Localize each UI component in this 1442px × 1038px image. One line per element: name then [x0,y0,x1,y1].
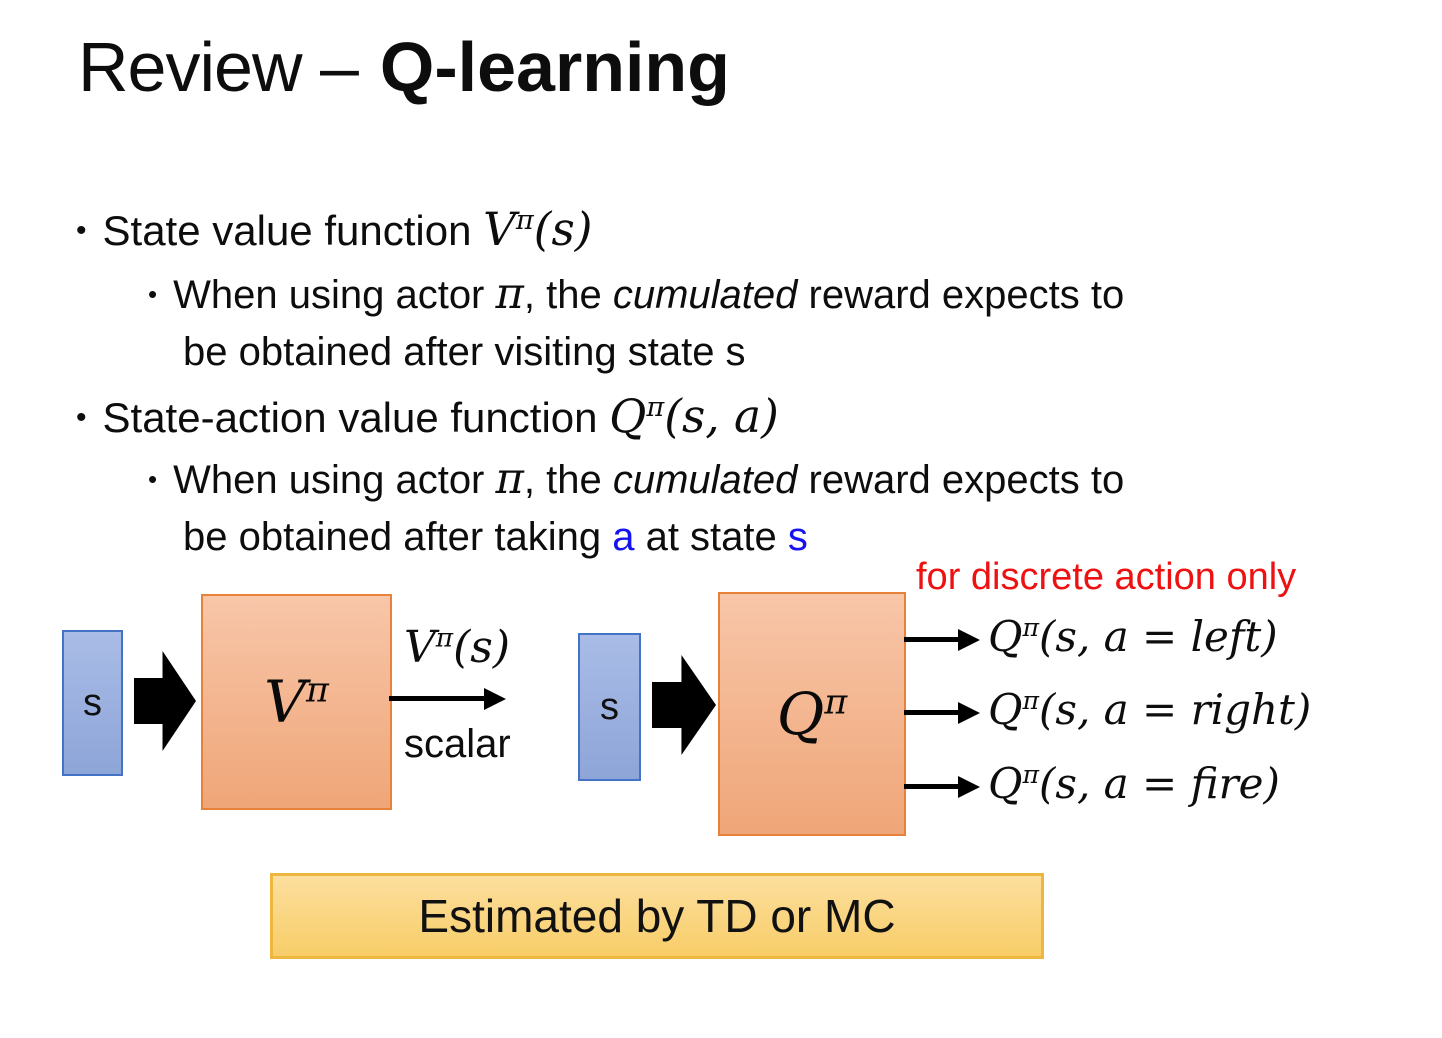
arrow-right-icon [904,710,958,715]
bullet-text: State value function [102,207,484,254]
subbullet-state-action-value: • When using actor π, the cumulated rewar… [148,453,1124,564]
estimated-banner: Estimated by TD or MC [270,873,1044,959]
scalar-caption: scalar [404,722,511,766]
bullet-state-value-function: • State value function Vπ(s) [76,203,592,256]
subbullet-line1: • When using actor π, the cumulated rewar… [148,454,1125,504]
page-title: Review – Q-learning [78,28,730,106]
subbullet-line2: be obtained after visiting state s [183,330,746,374]
q-output-right: Qπ(s, a = right) [988,685,1312,734]
subbullet-state-value: • When using actor π, the cumulated rewar… [148,268,1124,379]
arrow-right-icon [904,784,958,789]
bullet-marker-icon: • [148,279,158,309]
subbullet-line1: • When using actor π, the cumulated rewar… [148,269,1125,319]
subbullet-line2: be obtained after taking a at state s [183,515,808,559]
title-prefix: Review – [78,28,359,106]
arrow-right-icon [904,637,958,642]
banner-text: Estimated by TD or MC [418,890,896,942]
state-label: s [83,681,102,724]
v-state-input-box: s [62,630,123,776]
action-a-highlight: a [612,515,635,559]
arrow-right-icon [389,696,484,701]
state-label: s [600,685,619,728]
v-output-label: Vπ(s) [404,622,511,673]
bullet-marker-icon: • [76,214,87,247]
q-state-input-box: s [578,633,641,781]
v-function-box: Vπ [201,594,392,810]
v-pi-box-label: Vπ [264,668,329,736]
state-s-highlight: s [787,515,808,559]
math-v-pi-s: Vπ(s) [483,203,593,256]
bullet-marker-icon: • [148,464,158,494]
bullet-marker-icon: • [76,401,87,434]
block-arrow-icon [134,651,196,751]
q-pi-box-label: Qπ [776,680,848,748]
math-q-pi-s-a: Qπ(s, a) [609,390,779,443]
q-output-fire: Qπ(s, a = fire) [988,759,1280,808]
bullet-state-action-value-function: • State-action value function Qπ(s, a) [76,390,779,443]
q-output-left: Qπ(s, a = left) [988,612,1278,661]
title-main: Q-learning [379,28,730,106]
bullet-text: State-action value function [102,394,610,441]
q-function-box: Qπ [718,592,906,836]
block-arrow-icon [652,655,716,755]
discrete-action-note: for discrete action only [916,556,1297,598]
